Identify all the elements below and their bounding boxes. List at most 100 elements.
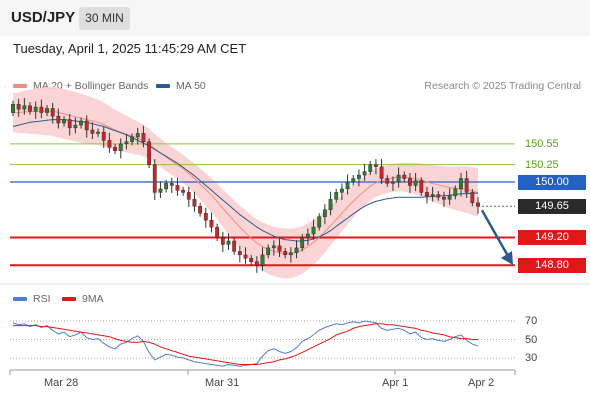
candle-body bbox=[459, 178, 463, 190]
candle-body bbox=[22, 105, 27, 110]
ma9-swatch bbox=[62, 297, 76, 302]
candle-body bbox=[294, 247, 299, 253]
candle-body bbox=[181, 190, 186, 193]
candle-body bbox=[186, 192, 191, 200]
candle-body bbox=[243, 254, 248, 259]
level-label-r1: 150.25 bbox=[525, 159, 559, 171]
candle-body bbox=[430, 194, 435, 197]
candle-body bbox=[39, 106, 44, 113]
pivot-price-tag: 150.00 bbox=[518, 175, 586, 190]
candles-layer bbox=[11, 98, 480, 273]
candle-body bbox=[232, 240, 237, 252]
forecast-arrow-head bbox=[501, 251, 513, 265]
legend-ma9: 9MA bbox=[62, 293, 104, 305]
candle-body bbox=[169, 183, 174, 186]
candle-body bbox=[147, 141, 151, 165]
timeframe-badge[interactable]: 30 MIN bbox=[79, 7, 130, 30]
candle-body bbox=[237, 251, 242, 256]
candle-body bbox=[396, 174, 401, 183]
candle-body bbox=[254, 261, 259, 266]
candle-body bbox=[84, 120, 89, 131]
candle-body bbox=[408, 178, 412, 186]
candle-body bbox=[379, 166, 384, 179]
ma50-label: MA 50 bbox=[176, 80, 206, 92]
candle-body bbox=[447, 195, 452, 200]
candle-body bbox=[79, 120, 83, 126]
candle-body bbox=[442, 197, 446, 200]
header-bar: USD/JPY 30 MIN bbox=[0, 0, 590, 36]
axes-layer bbox=[0, 283, 590, 375]
candle-body bbox=[73, 124, 78, 129]
candle-body bbox=[385, 178, 390, 184]
ma50-line bbox=[12, 119, 478, 242]
candle-body bbox=[271, 245, 276, 249]
candle-body bbox=[311, 226, 316, 235]
candle-body bbox=[305, 233, 310, 238]
candle-body bbox=[192, 199, 197, 207]
candle-body bbox=[402, 174, 407, 179]
candle-body bbox=[277, 245, 282, 252]
candle-body bbox=[226, 240, 231, 245]
candle-body bbox=[334, 192, 339, 200]
candle-body bbox=[11, 104, 15, 113]
support2-price-tag: 148.80 bbox=[518, 258, 586, 273]
ma20-swatch bbox=[13, 84, 27, 89]
candle-body bbox=[345, 181, 350, 190]
current-price-tag: 149.65 bbox=[518, 199, 586, 214]
candle-body bbox=[175, 185, 180, 191]
candle-body bbox=[413, 180, 418, 186]
candle-body bbox=[50, 108, 55, 117]
candle-body bbox=[113, 147, 117, 151]
candle-body bbox=[164, 183, 169, 190]
candle-body bbox=[266, 247, 271, 256]
candle-body bbox=[141, 133, 146, 142]
candle-body bbox=[45, 108, 49, 113]
candle-body bbox=[470, 192, 475, 204]
candle-body bbox=[158, 188, 163, 193]
ma9-label: 9MA bbox=[82, 293, 104, 305]
candle-body bbox=[107, 140, 112, 148]
candle-body bbox=[317, 216, 322, 228]
candle-body bbox=[90, 129, 95, 134]
candle-body bbox=[391, 181, 395, 184]
candle-body bbox=[67, 119, 72, 129]
symbol-title: USD/JPY bbox=[11, 9, 76, 26]
candle-body bbox=[62, 119, 66, 124]
rsi-tick-70: 70 bbox=[525, 315, 538, 327]
legend-rsi: RSI bbox=[13, 293, 51, 305]
candle-body bbox=[283, 251, 288, 256]
candle-body bbox=[340, 188, 344, 193]
candle-body bbox=[322, 209, 327, 217]
candle-body bbox=[209, 219, 214, 228]
candle-body bbox=[28, 105, 32, 112]
candle-body bbox=[476, 202, 480, 207]
rsi-layer bbox=[10, 320, 515, 367]
candle-body bbox=[152, 164, 157, 193]
candle-body bbox=[362, 171, 367, 176]
candle-body bbox=[101, 131, 106, 141]
candle-body bbox=[453, 188, 458, 197]
candle-body bbox=[118, 143, 123, 151]
candle-body bbox=[33, 106, 38, 112]
candle-body bbox=[300, 237, 305, 249]
candle-body bbox=[203, 213, 208, 221]
candle-body bbox=[124, 141, 129, 145]
datetime-label: Tuesday, April 1, 2025 11:45:29 AM CET bbox=[13, 41, 247, 56]
candle-body bbox=[368, 164, 373, 172]
rsi-swatch bbox=[13, 297, 27, 302]
candle-body bbox=[198, 206, 203, 214]
candle-body bbox=[419, 180, 424, 193]
candle-body bbox=[135, 133, 140, 138]
candle-body bbox=[260, 254, 265, 266]
candle-body bbox=[436, 194, 441, 198]
date-tick-apr2: Apr 2 bbox=[468, 377, 495, 389]
candle-body bbox=[56, 115, 61, 124]
copyright-text: Research © 2025 Trading Central bbox=[424, 80, 581, 92]
candle-body bbox=[215, 226, 220, 238]
rsi-label: RSI bbox=[33, 293, 51, 305]
candle-body bbox=[357, 174, 361, 179]
candle-body bbox=[374, 164, 378, 167]
ma50-swatch bbox=[156, 84, 170, 89]
candle-body bbox=[249, 258, 254, 262]
rsi-line bbox=[12, 320, 479, 367]
